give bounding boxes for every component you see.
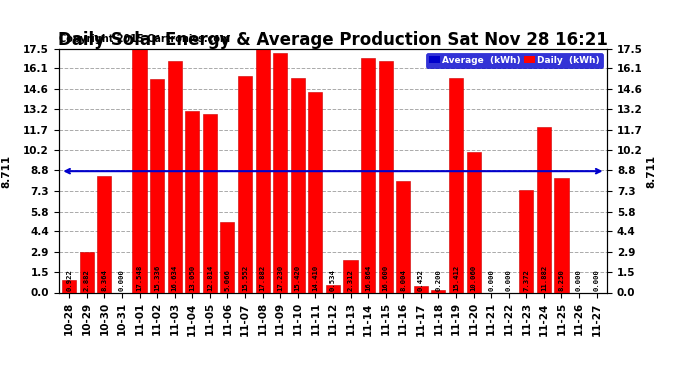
Bar [80,252,94,292]
Text: 16.864: 16.864 [365,265,371,291]
Text: 2.312: 2.312 [348,269,353,291]
Text: 0.534: 0.534 [330,269,336,291]
Text: 0.000: 0.000 [488,269,494,291]
Bar [414,286,428,292]
Text: Copyright 2015 Cartronics.com: Copyright 2015 Cartronics.com [59,34,230,44]
Bar [396,181,411,292]
Bar [466,152,481,292]
Text: 13.050: 13.050 [189,265,195,291]
Bar [150,79,164,292]
Text: 8.711: 8.711 [646,154,656,188]
Bar [203,114,217,292]
Text: 12.814: 12.814 [207,265,213,291]
Text: 15.420: 15.420 [295,265,301,291]
Text: 8.364: 8.364 [101,269,108,291]
Bar [97,176,111,292]
Bar [238,76,252,292]
Text: 10.060: 10.060 [471,265,477,291]
Text: 16.634: 16.634 [172,265,178,291]
Text: 0.000: 0.000 [576,269,582,291]
Bar [273,53,287,292]
Bar [132,48,146,292]
Bar [62,280,76,292]
Text: 2.882: 2.882 [83,269,90,291]
Text: 7.372: 7.372 [523,269,529,291]
Text: 8.250: 8.250 [558,269,564,291]
Bar [537,127,551,292]
Text: 8.004: 8.004 [400,269,406,291]
Text: 0.000: 0.000 [506,269,512,291]
Bar [555,178,569,292]
Legend: Average  (kWh), Daily  (kWh): Average (kWh), Daily (kWh) [426,53,602,68]
Text: 0.000: 0.000 [119,269,125,291]
Text: 11.882: 11.882 [541,265,547,291]
Text: 0.000: 0.000 [593,269,600,291]
Bar [168,61,181,292]
Text: 15.552: 15.552 [242,265,248,291]
Bar [308,92,322,292]
Bar [344,260,357,292]
Bar [185,111,199,292]
Text: 15.412: 15.412 [453,265,459,291]
Bar [220,222,235,292]
Text: 17.882: 17.882 [259,265,266,291]
Bar [449,78,463,292]
Bar [431,290,446,292]
Bar [255,44,270,292]
Bar [361,58,375,292]
Title: Daily Solar Energy & Average Production Sat Nov 28 16:21: Daily Solar Energy & Average Production … [58,31,608,49]
Text: 14.410: 14.410 [313,265,318,291]
Bar [520,190,533,292]
Text: 8.711: 8.711 [1,154,12,188]
Text: 5.066: 5.066 [224,269,230,291]
Text: 15.336: 15.336 [154,265,160,291]
Bar [290,78,305,292]
Text: 17.548: 17.548 [137,265,143,291]
Text: 0.922: 0.922 [66,269,72,291]
Text: 0.452: 0.452 [418,269,424,291]
Bar [379,61,393,292]
Text: 16.600: 16.600 [383,265,388,291]
Text: 0.200: 0.200 [435,269,442,291]
Text: 17.230: 17.230 [277,265,283,291]
Bar [326,285,340,292]
